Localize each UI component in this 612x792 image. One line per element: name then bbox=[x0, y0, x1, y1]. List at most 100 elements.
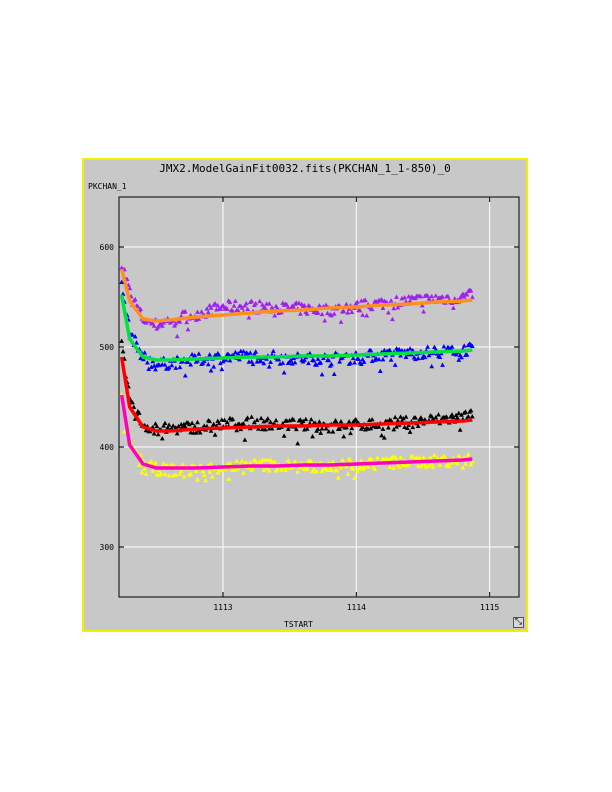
series-6-point bbox=[410, 454, 416, 459]
series-4-point bbox=[166, 422, 172, 427]
series-2-point bbox=[196, 351, 202, 356]
series-2-point bbox=[403, 354, 409, 359]
series-4-point bbox=[323, 426, 329, 431]
series-0-point bbox=[132, 296, 138, 302]
series-6-point bbox=[430, 464, 436, 469]
series-0-point bbox=[407, 298, 413, 303]
y-tick-label: 500 bbox=[100, 343, 115, 352]
series-6-point bbox=[143, 471, 149, 476]
series-4-point bbox=[173, 425, 179, 430]
series-4-point bbox=[395, 417, 401, 423]
series-6-point bbox=[226, 476, 232, 481]
series-2-point bbox=[251, 351, 257, 356]
series-4-point bbox=[341, 433, 347, 439]
series-6-point bbox=[136, 462, 142, 467]
series-4-point bbox=[463, 409, 468, 414]
series-2-point bbox=[189, 351, 195, 357]
series-7-fit-line bbox=[119, 394, 473, 470]
series-2-point bbox=[268, 359, 273, 365]
series-0-point bbox=[195, 309, 200, 314]
series-6-point bbox=[195, 477, 200, 482]
series-2-point bbox=[258, 358, 264, 364]
series-2-point bbox=[456, 357, 462, 362]
series-4-point bbox=[136, 410, 142, 415]
series-2-point bbox=[149, 364, 154, 369]
series-2-point bbox=[130, 332, 135, 337]
series-2-point bbox=[280, 360, 286, 365]
series-6-point bbox=[162, 471, 168, 477]
series-0-point bbox=[173, 321, 179, 326]
series-2-point bbox=[440, 362, 445, 367]
series-0-point bbox=[291, 304, 297, 309]
series-6-point bbox=[369, 457, 375, 463]
series-6-point bbox=[284, 465, 290, 470]
series-2-point bbox=[459, 354, 464, 360]
series-2-point bbox=[425, 344, 431, 349]
series-0-point bbox=[161, 320, 167, 325]
series-6-point bbox=[274, 466, 280, 471]
series-4-point bbox=[394, 424, 399, 429]
series-0-point bbox=[349, 309, 355, 315]
series-6-point bbox=[239, 458, 245, 463]
series-4-point bbox=[468, 407, 474, 413]
series-6-point bbox=[207, 469, 213, 474]
series-4-point bbox=[186, 421, 192, 427]
series-6-point bbox=[266, 468, 272, 473]
series-6-point bbox=[442, 455, 448, 460]
series-2-point bbox=[426, 352, 432, 358]
series-0-point bbox=[243, 300, 249, 306]
chart-svg: 1113 1114 1115 300 400 500 600 bbox=[100, 196, 520, 612]
series-4-point bbox=[433, 414, 439, 420]
series-4-point bbox=[400, 415, 406, 421]
series-2-point bbox=[373, 356, 379, 361]
series-2-point bbox=[153, 367, 158, 372]
series-2-point bbox=[392, 362, 398, 367]
series-6-point bbox=[350, 466, 356, 471]
series-6-point bbox=[421, 454, 426, 460]
series-4-point bbox=[310, 434, 315, 439]
series-4-point bbox=[403, 414, 409, 419]
series-0-point bbox=[369, 306, 375, 312]
series-0-point bbox=[205, 309, 211, 315]
series-2-point bbox=[219, 366, 225, 372]
series-6-point bbox=[460, 465, 466, 470]
series-4-point bbox=[193, 430, 199, 435]
resize-button[interactable]: ⤡ bbox=[513, 617, 524, 628]
series-0-point bbox=[364, 313, 370, 318]
series-2-point bbox=[138, 355, 144, 361]
series-6-point bbox=[209, 474, 215, 479]
series-0-point bbox=[344, 301, 349, 307]
series-6-point bbox=[465, 451, 471, 457]
series-4-point bbox=[256, 426, 261, 431]
series-4-point bbox=[154, 423, 160, 429]
series-0-point bbox=[174, 333, 180, 339]
series-0-point bbox=[433, 293, 439, 298]
series-4-point bbox=[265, 416, 271, 421]
series-2-point bbox=[368, 347, 374, 353]
series-2-point bbox=[404, 347, 410, 353]
series-2-point bbox=[185, 359, 191, 364]
series-4-point bbox=[297, 417, 303, 422]
series-2-point bbox=[173, 365, 179, 370]
series-0-point bbox=[266, 301, 272, 306]
series-2-point bbox=[227, 357, 233, 363]
series-0-point bbox=[391, 305, 397, 311]
series-6-point bbox=[193, 468, 199, 474]
series-6-point bbox=[272, 459, 278, 464]
x-tick-label: 1113 bbox=[213, 603, 232, 612]
series-0-point bbox=[322, 318, 328, 323]
series-6-point bbox=[279, 467, 284, 472]
series-6-point bbox=[396, 464, 402, 469]
series-6-point bbox=[235, 466, 241, 471]
series-6-point bbox=[455, 460, 460, 466]
series-0-point bbox=[450, 305, 456, 310]
series-0-point bbox=[385, 310, 391, 315]
series-4-point bbox=[413, 415, 418, 420]
series-6-point bbox=[358, 457, 364, 463]
series-0-point bbox=[354, 299, 360, 304]
series-4-point bbox=[155, 431, 161, 437]
series-2-point bbox=[381, 347, 387, 353]
series-4-point bbox=[143, 427, 149, 433]
series-4-point bbox=[182, 424, 188, 429]
series-6-point bbox=[335, 475, 341, 480]
